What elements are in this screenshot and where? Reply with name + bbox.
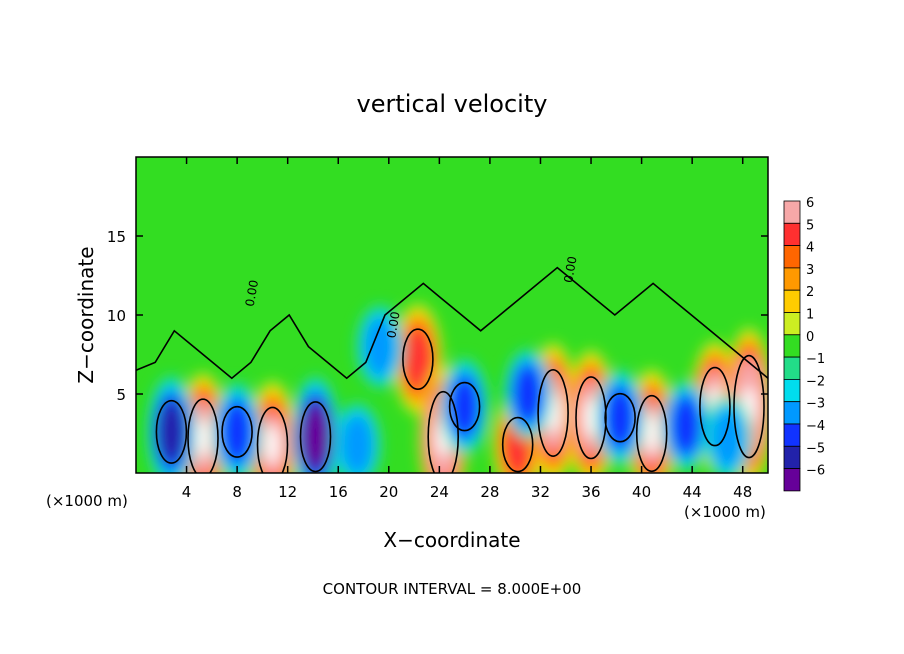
colorbar-swatch-5 (783, 222, 801, 247)
chart-title: vertical velocity (357, 90, 548, 118)
x-tick-label-16: 16 (329, 483, 348, 501)
colorbar-swatch-1 (783, 312, 801, 336)
velocity-cell-12-level-4 (222, 400, 252, 464)
velocity-cell-11-level-6 (302, 405, 329, 468)
x-tick-label-20: 20 (379, 483, 398, 501)
x-unit-left: (×1000 m) (46, 492, 128, 510)
x-tick-label-32: 32 (531, 483, 550, 501)
contour-label-0: 0.00 (243, 279, 261, 308)
contour-around-cell-3 (427, 390, 459, 473)
colorbar-label--5: −5 (806, 441, 825, 456)
contour-around-cell-14 (448, 381, 481, 432)
contour-around-cell-7 (635, 394, 668, 473)
colorbar-swatch--6 (783, 468, 801, 492)
colorbar: 6 5 4 3 2 1 0 −1 −2 −3 −4 −5 −6 (783, 196, 825, 492)
x-tick-label-8: 8 (232, 483, 242, 501)
colorbar-swatch-3 (783, 267, 801, 291)
x-tick-label-44: 44 (683, 483, 702, 501)
colorbar-swatch--4 (783, 423, 801, 447)
velocity-cell-6-core (584, 397, 598, 438)
colorbar-label--3: −3 (806, 397, 825, 412)
contour-around-cell-4 (501, 416, 534, 473)
contour-labels: 0.00 0.00 0.00 (243, 255, 580, 339)
y-tick-label-15: 15 (107, 228, 126, 246)
colorbar-label-1: 1 (806, 308, 814, 323)
colorbar-label-6: 6 (806, 196, 814, 211)
colorbar-swatch-0 (783, 334, 801, 358)
velocity-cell-7-core (644, 413, 659, 454)
x-unit-right: (×1000 m) (684, 503, 766, 521)
contour-around-cell-10 (155, 399, 188, 464)
contour-around-cell-12 (221, 405, 253, 458)
colorbar-label--6: −6 (806, 464, 825, 479)
x-tick-label-48: 48 (733, 483, 752, 501)
colorbar-label-2: 2 (806, 285, 814, 300)
contour-label-1: 0.00 (384, 310, 402, 339)
velocity-cell-17-level-4 (671, 395, 701, 456)
x-tick-label-24: 24 (430, 483, 449, 501)
colorbar-swatch-6 (783, 200, 801, 224)
contour-around-cell-9 (733, 354, 765, 459)
y-tick-label-5: 5 (116, 386, 126, 404)
contour-interval-note: CONTOUR INTERVAL = 8.000E+00 (323, 580, 582, 598)
x-tick-label-36: 36 (581, 483, 600, 501)
velocity-cell-2-level-5 (404, 328, 432, 391)
velocity-cell-19-level-3 (341, 414, 374, 473)
contour-around-cell-0 (187, 398, 219, 473)
y-axis-label: Z−coordinate (74, 246, 98, 383)
contour-around-cell-6 (575, 376, 607, 460)
contour-around-cell-1 (256, 406, 289, 473)
contour-around-cell-5 (537, 368, 569, 457)
velocity-cell-16-level-4 (605, 386, 635, 449)
contour-around-cell-2 (402, 328, 434, 391)
contour-around-cell-11 (299, 401, 332, 473)
colorbar-swatch--1 (783, 356, 801, 380)
contour-around-cell-16 (604, 392, 636, 443)
colorbar-label--2: −2 (806, 374, 825, 389)
x-axis: 4 8 12 16 20 24 28 32 36 40 44 48 (182, 157, 752, 501)
x-tick-label-40: 40 (632, 483, 651, 501)
y-tick-label-10: 10 (107, 307, 126, 325)
colorbar-swatch-2 (783, 289, 801, 313)
contour-around-cell-8 (699, 366, 731, 447)
contour-layer-top (136, 266, 768, 380)
velocity-cell-13-level-3 (364, 316, 396, 378)
x-tick-label-4: 4 (182, 483, 192, 501)
colorbar-label--4: −4 (806, 419, 825, 434)
colorbar-label-3: 3 (806, 263, 814, 278)
y-axis: 5 10 15 (107, 228, 768, 404)
velocity-cell-10-level-5 (157, 400, 186, 464)
zero-contours (136, 266, 768, 473)
x-tick-label-28: 28 (480, 483, 499, 501)
colorbar-swatch--2 (783, 378, 801, 403)
colorbar-label-4: 4 (806, 241, 814, 256)
x-tick-label-12: 12 (278, 483, 297, 501)
colorbar-swatch--5 (783, 445, 801, 469)
velocity-cell-18-level-3 (711, 407, 744, 469)
colorbar-label--1: −1 (806, 352, 825, 367)
x-axis-label: X−coordinate (383, 528, 520, 552)
velocity-cell-0-core (196, 418, 210, 459)
colorbar-label-5: 5 (806, 218, 814, 233)
colorbar-label-0: 0 (806, 330, 814, 345)
velocity-cell-1-core (265, 424, 280, 465)
velocity-cell-15-level-4 (513, 364, 543, 424)
contour-label-2: 0.00 (561, 255, 579, 284)
colorbar-swatch-4 (783, 245, 801, 269)
colorbar-swatch--3 (783, 401, 801, 425)
